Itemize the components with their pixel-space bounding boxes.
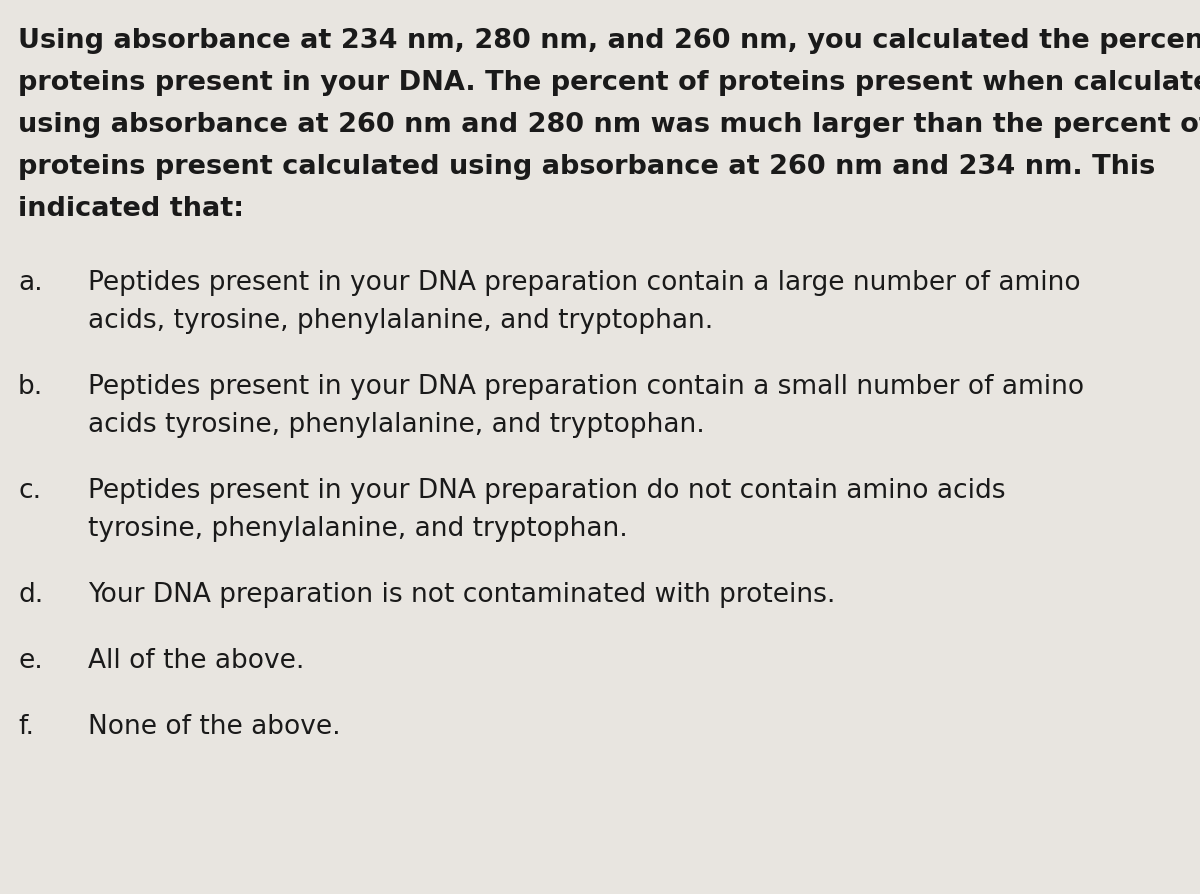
Text: e.: e. bbox=[18, 648, 43, 674]
Text: None of the above.: None of the above. bbox=[88, 714, 341, 740]
Text: Peptides present in your DNA preparation contain a large number of amino: Peptides present in your DNA preparation… bbox=[88, 270, 1081, 296]
Text: d.: d. bbox=[18, 582, 43, 608]
Text: Peptides present in your DNA preparation do not contain amino acids: Peptides present in your DNA preparation… bbox=[88, 478, 1006, 504]
Text: a.: a. bbox=[18, 270, 43, 296]
Text: acids tyrosine, phenylalanine, and tryptophan.: acids tyrosine, phenylalanine, and trypt… bbox=[88, 412, 704, 438]
Text: acids, tyrosine, phenylalanine, and tryptophan.: acids, tyrosine, phenylalanine, and tryp… bbox=[88, 308, 713, 334]
Text: Your DNA preparation is not contaminated with proteins.: Your DNA preparation is not contaminated… bbox=[88, 582, 835, 608]
Text: b.: b. bbox=[18, 374, 43, 400]
Text: f.: f. bbox=[18, 714, 34, 740]
Text: using absorbance at 260 nm and 280 nm was much larger than the percent of: using absorbance at 260 nm and 280 nm wa… bbox=[18, 112, 1200, 138]
Text: proteins present in your DNA. The percent of proteins present when calculated: proteins present in your DNA. The percen… bbox=[18, 70, 1200, 96]
Text: tyrosine, phenylalanine, and tryptophan.: tyrosine, phenylalanine, and tryptophan. bbox=[88, 516, 628, 542]
Text: indicated that:: indicated that: bbox=[18, 196, 244, 222]
Text: Using absorbance at 234 nm, 280 nm, and 260 nm, you calculated the percent of: Using absorbance at 234 nm, 280 nm, and … bbox=[18, 28, 1200, 54]
Text: All of the above.: All of the above. bbox=[88, 648, 305, 674]
Text: proteins present calculated using absorbance at 260 nm and 234 nm. This: proteins present calculated using absorb… bbox=[18, 154, 1156, 180]
Text: Peptides present in your DNA preparation contain a small number of amino: Peptides present in your DNA preparation… bbox=[88, 374, 1084, 400]
Text: c.: c. bbox=[18, 478, 41, 504]
